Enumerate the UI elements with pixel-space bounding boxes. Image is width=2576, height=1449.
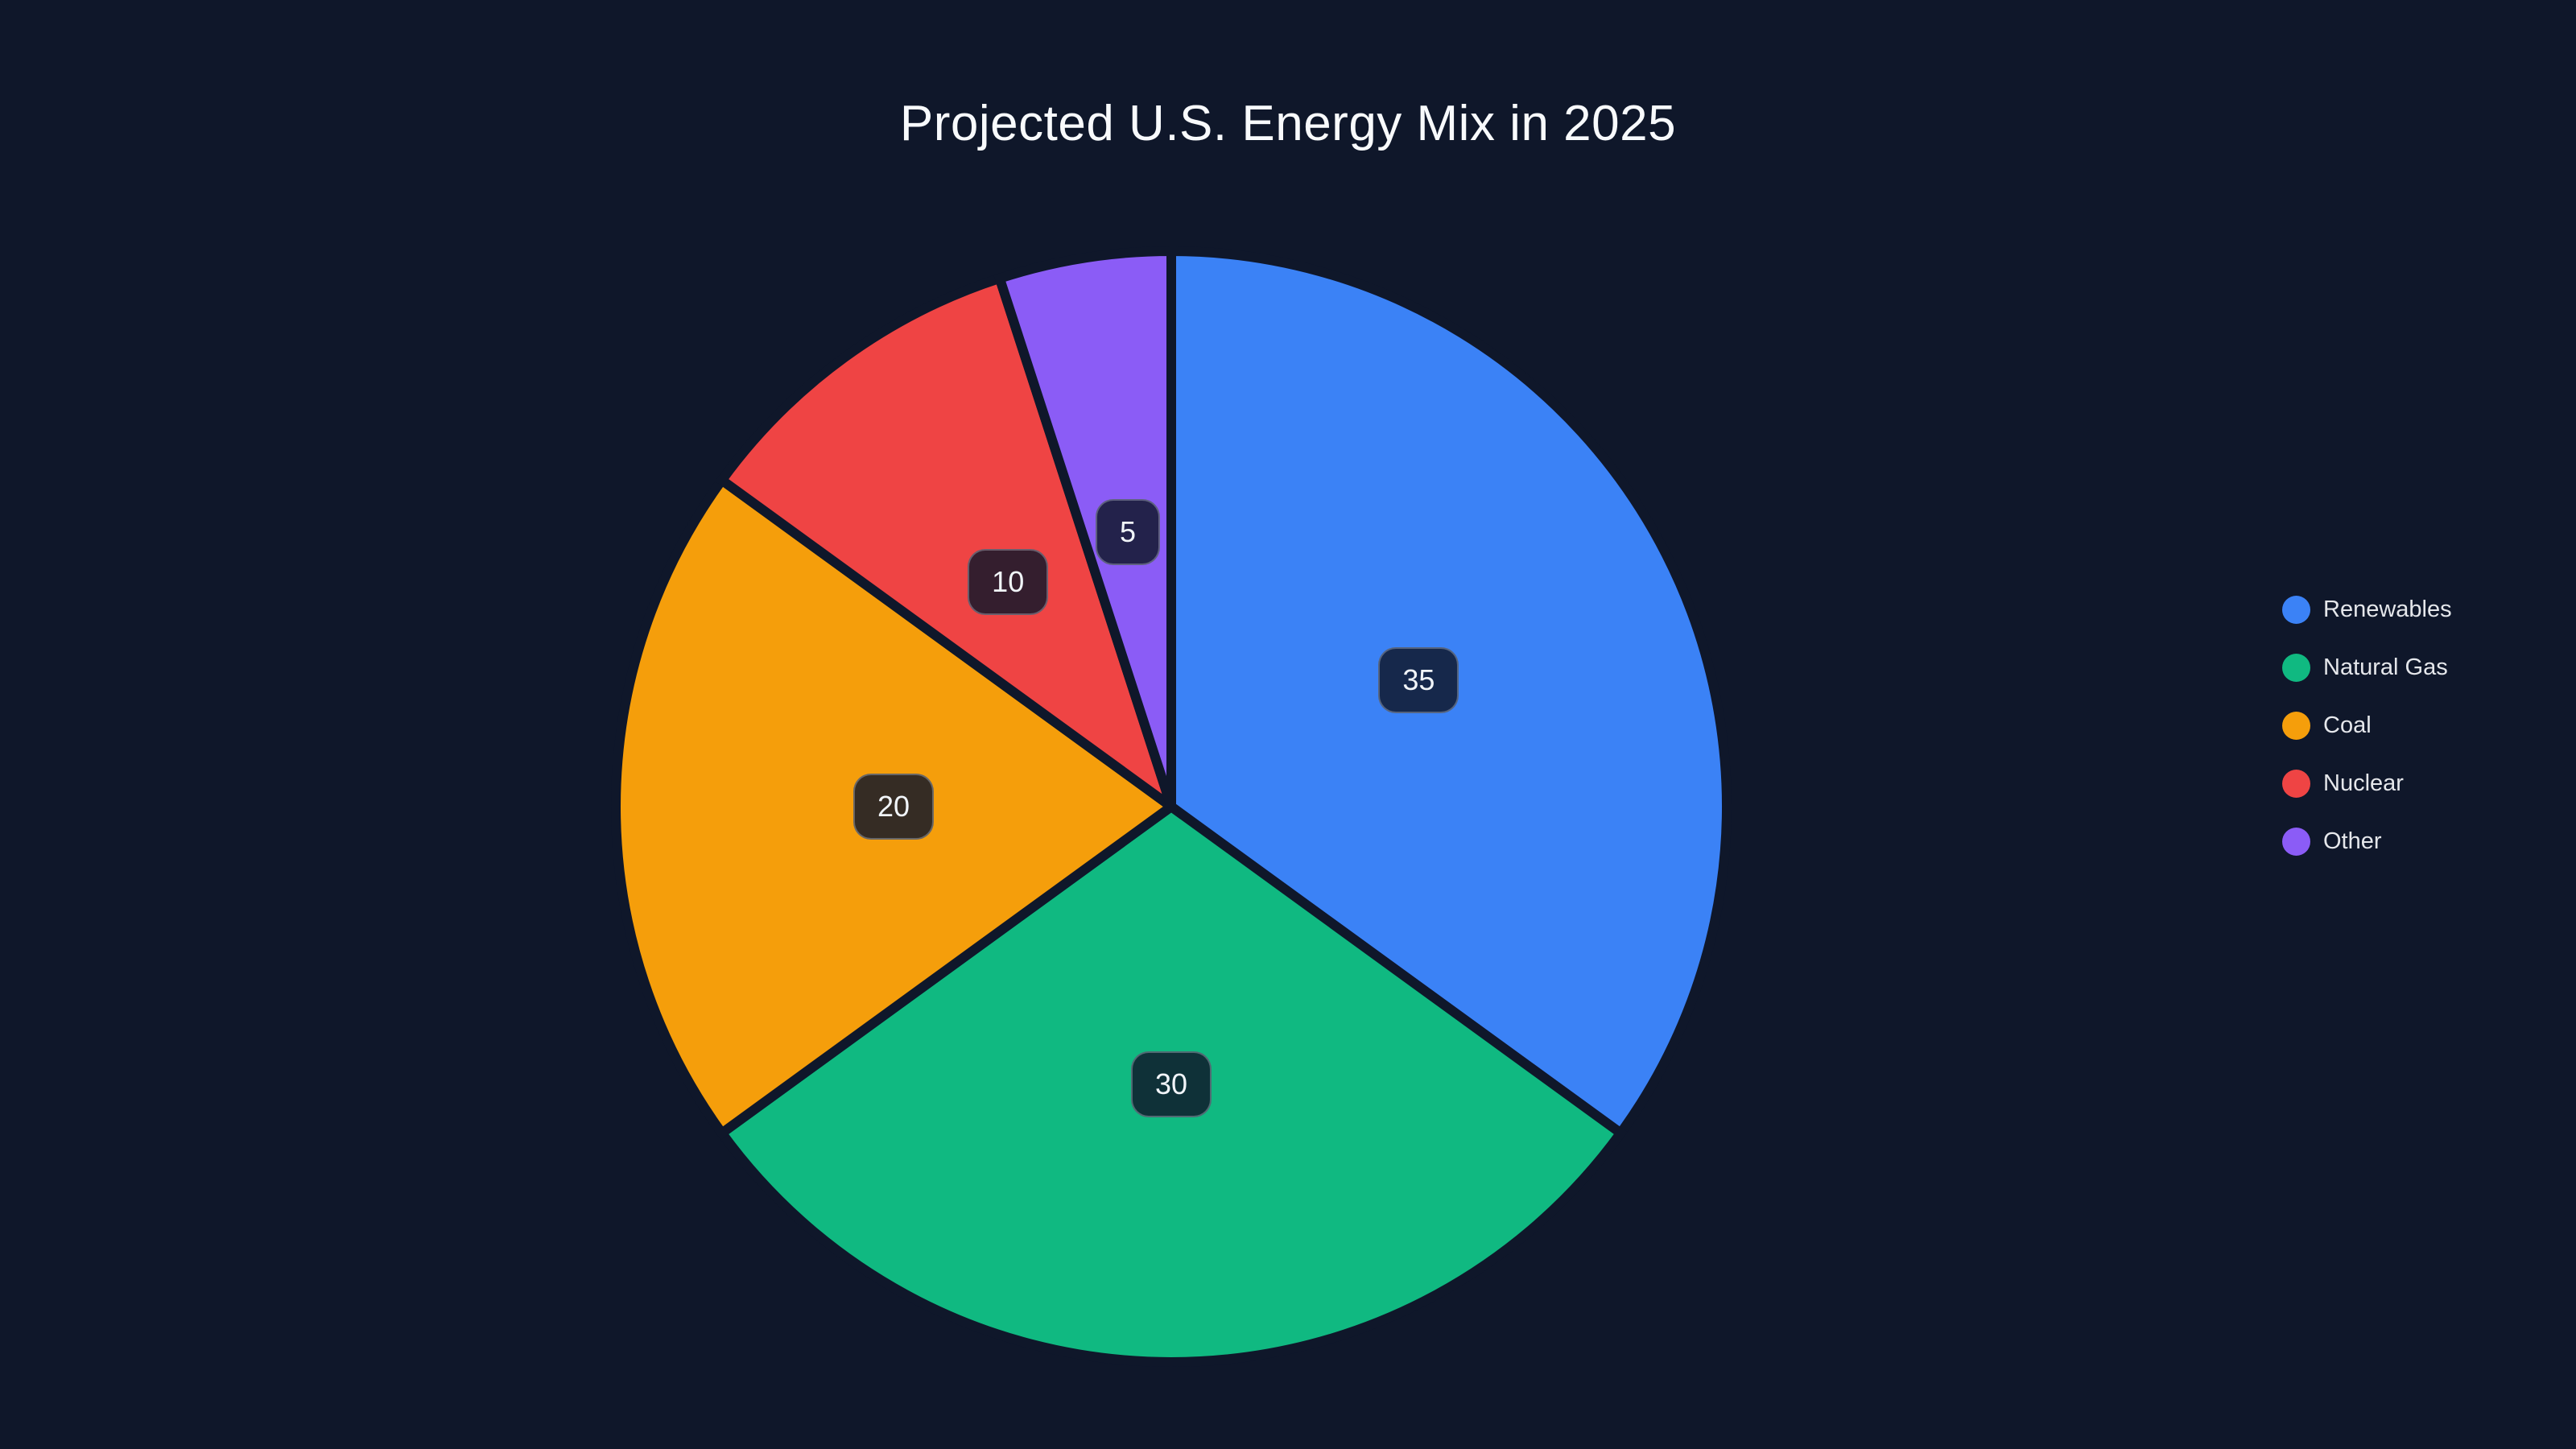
pie-slice-nuclear[interactable] xyxy=(715,272,1181,819)
legend-swatch-icon xyxy=(2282,653,2310,682)
chart-title: Projected U.S. Energy Mix in 2025 xyxy=(899,96,1677,151)
data-label-natural-gas: 30 xyxy=(1130,1051,1212,1117)
legend-label: Other xyxy=(2323,828,2382,854)
data-label-nuclear: 10 xyxy=(968,548,1049,615)
legend-label: Nuclear xyxy=(2323,770,2404,796)
legend-swatch-icon xyxy=(2282,711,2310,740)
legend: Renewables Natural Gas Coal Nuclear Other xyxy=(2282,595,2452,885)
data-label-other: 5 xyxy=(1096,499,1161,566)
legend-swatch-icon xyxy=(2282,769,2310,798)
legend-swatch-icon xyxy=(2282,827,2310,856)
pie-slice-other[interactable] xyxy=(993,246,1176,808)
legend-item-nuclear[interactable]: Nuclear xyxy=(2282,769,2452,798)
data-label-coal: 20 xyxy=(852,774,935,840)
legend-swatch-icon xyxy=(2282,595,2310,624)
legend-label: Coal xyxy=(2323,712,2372,738)
data-label-renewables: 35 xyxy=(1378,647,1459,714)
legend-item-renewables[interactable]: Renewables xyxy=(2282,595,2452,624)
legend-item-other[interactable]: Other xyxy=(2282,827,2452,856)
legend-label: Natural Gas xyxy=(2323,654,2448,680)
legend-label: Renewables xyxy=(2323,596,2452,622)
legend-item-natural-gas[interactable]: Natural Gas xyxy=(2282,653,2452,682)
legend-item-coal[interactable]: Coal xyxy=(2282,711,2452,740)
